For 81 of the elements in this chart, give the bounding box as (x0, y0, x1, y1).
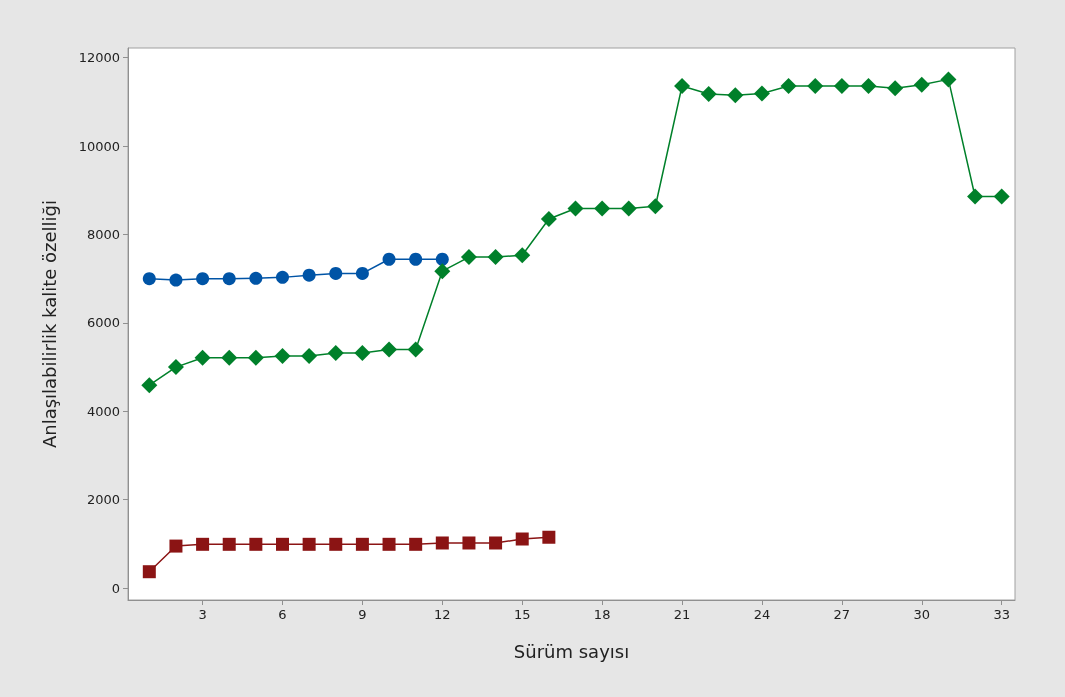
point (302, 537, 316, 551)
point (967, 188, 984, 205)
x-tick-label: 27 (833, 607, 851, 622)
point (913, 76, 930, 93)
point (274, 348, 291, 365)
point (142, 565, 156, 579)
point (727, 87, 744, 104)
point (381, 341, 398, 358)
point (141, 377, 158, 394)
y-tick-label: 6000 (86, 315, 120, 331)
point (302, 268, 316, 282)
x-tick-label: 18 (593, 607, 611, 622)
point (222, 537, 236, 551)
y-tick-label: 10000 (78, 138, 120, 154)
point (221, 349, 238, 366)
point (222, 272, 236, 286)
x-tick-label: 15 (513, 607, 531, 622)
point (460, 249, 477, 266)
point (940, 71, 957, 88)
point (196, 272, 210, 286)
point (462, 536, 476, 550)
x-tick-label: 6 (278, 607, 287, 622)
point (167, 359, 184, 376)
point (382, 537, 396, 551)
point (567, 200, 584, 217)
point (700, 85, 717, 102)
point (489, 536, 503, 550)
point (276, 270, 289, 284)
point (329, 266, 343, 280)
point (409, 252, 423, 266)
point (435, 536, 449, 550)
x-tick-label: 33 (993, 607, 1010, 622)
point (542, 530, 556, 544)
point (833, 78, 850, 95)
x-tick-label: 21 (673, 607, 691, 622)
x-tick-label: 12 (434, 607, 451, 622)
point (993, 188, 1010, 205)
point (647, 198, 664, 215)
point (354, 344, 371, 361)
point (327, 344, 344, 361)
point (169, 539, 183, 553)
point (514, 247, 531, 264)
point (435, 252, 449, 266)
y-tick-label: 4000 (86, 403, 120, 419)
point (515, 532, 529, 546)
point (382, 252, 396, 266)
y-tick-label: 12000 (78, 50, 120, 66)
point (142, 272, 156, 286)
x-tick-label: 24 (753, 607, 771, 622)
point (887, 80, 904, 97)
point (355, 266, 369, 280)
point (301, 348, 318, 365)
point (249, 271, 263, 285)
point (355, 537, 369, 551)
x-tick-label: 9 (358, 607, 367, 622)
point (780, 78, 797, 95)
point (194, 349, 211, 366)
point (620, 200, 637, 217)
point (434, 263, 451, 280)
point (674, 78, 691, 95)
y-tick-label: 0 (111, 580, 120, 596)
point (247, 349, 264, 366)
point (329, 537, 343, 551)
point (487, 249, 504, 266)
point (249, 537, 263, 551)
point (275, 537, 289, 551)
point (753, 85, 770, 102)
y-tick-label: 8000 (86, 227, 120, 242)
point (860, 78, 877, 95)
y-axis-title: Anlaşılabilirlik kalite özelliği (38, 199, 60, 449)
point (594, 200, 611, 217)
point (807, 78, 824, 95)
point (540, 211, 557, 228)
point (196, 537, 210, 551)
y-tick-label: 2000 (86, 492, 120, 508)
x-tick-label: 30 (913, 607, 931, 622)
point (407, 341, 424, 358)
x-axis-title: Sürüm sayısı (513, 640, 630, 662)
point (169, 273, 183, 287)
point (409, 537, 423, 551)
x-tick-label: 3 (198, 607, 207, 622)
